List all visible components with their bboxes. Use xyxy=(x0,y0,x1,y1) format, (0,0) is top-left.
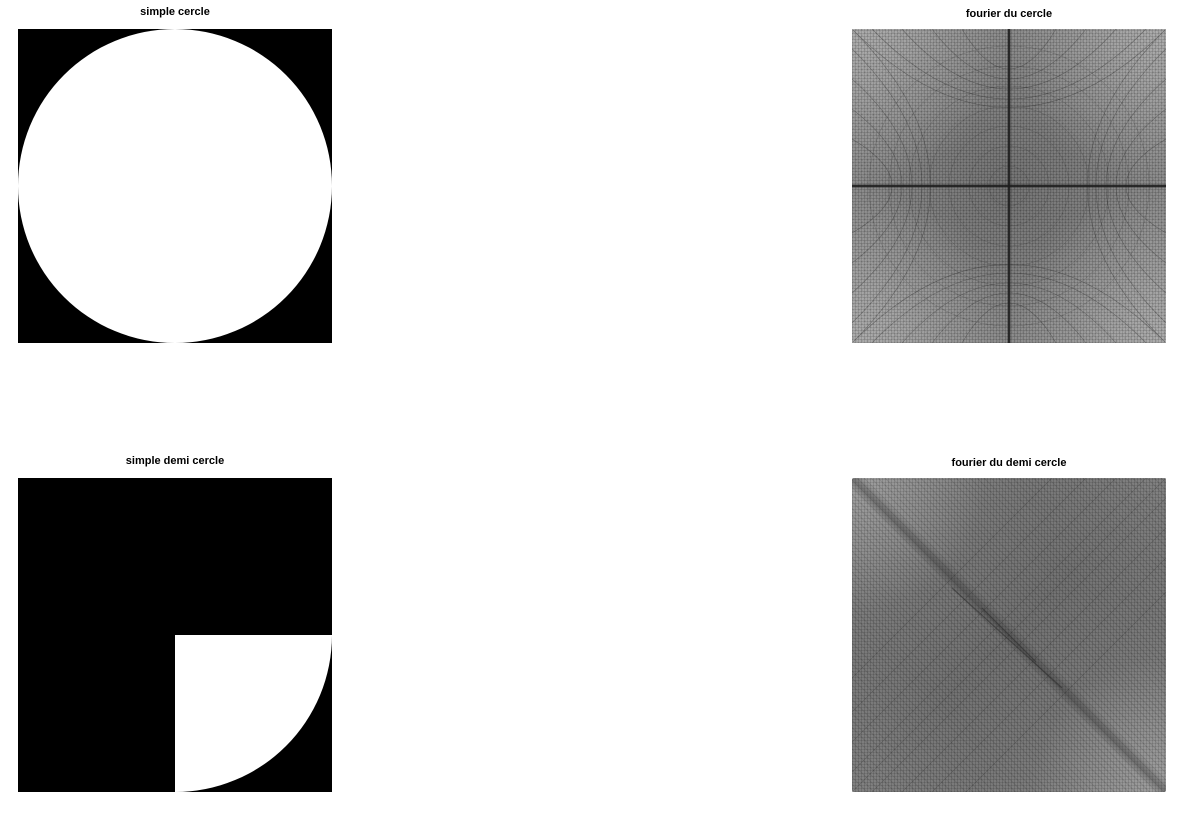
title-simple-demi-cercle: simple demi cercle xyxy=(125,455,225,467)
fourier-demi-svg xyxy=(852,478,1166,792)
image-simple-cercle xyxy=(18,29,332,343)
title-fourier-du-cercle: fourier du cercle xyxy=(965,8,1053,20)
fourier-demi-center-streak xyxy=(951,587,1063,689)
quarter-circle-image-svg xyxy=(18,478,332,792)
circle-image-svg xyxy=(18,29,332,343)
image-fourier-du-demi-cercle xyxy=(852,478,1166,792)
title-fourier-du-demi-cercle: fourier du demi cercle xyxy=(951,457,1067,469)
fourier-circle-svg xyxy=(852,29,1166,343)
white-disk xyxy=(18,29,332,343)
fourier-demi-diagonals xyxy=(852,478,1166,792)
image-simple-demi-cercle xyxy=(18,478,332,792)
image-fourier-du-cercle xyxy=(852,29,1166,343)
title-simple-cercle: simple cercle xyxy=(140,6,210,18)
white-quarter-disk xyxy=(175,635,332,792)
